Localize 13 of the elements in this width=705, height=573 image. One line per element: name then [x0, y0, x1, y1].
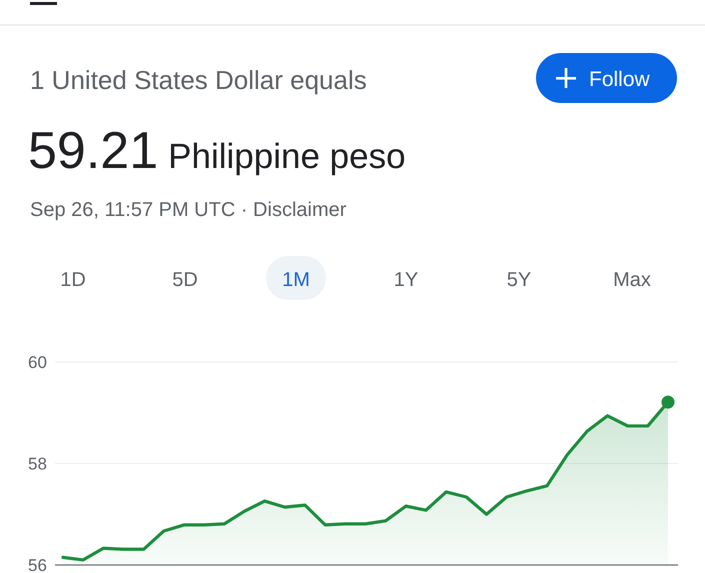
text: 5D	[172, 269, 198, 291]
text: Sep 26, 11:57 PM UTC · Disclaimer	[30, 199, 347, 221]
text: 5Y	[506, 269, 532, 291]
text: 1Y	[394, 269, 418, 291]
chart-subtitle: 59.21 Philippine peso	[28, 122, 406, 180]
y-tick-label: 56	[28, 556, 47, 573]
text: Max	[613, 269, 651, 291]
text: 1M	[282, 269, 310, 291]
chart-title: 1 United States Dollar equals	[30, 65, 367, 95]
text: 1D	[60, 269, 86, 291]
text: Follow	[589, 68, 651, 91]
y-tick-label: 58	[28, 454, 47, 474]
y-tick-label: 60	[28, 352, 47, 372]
